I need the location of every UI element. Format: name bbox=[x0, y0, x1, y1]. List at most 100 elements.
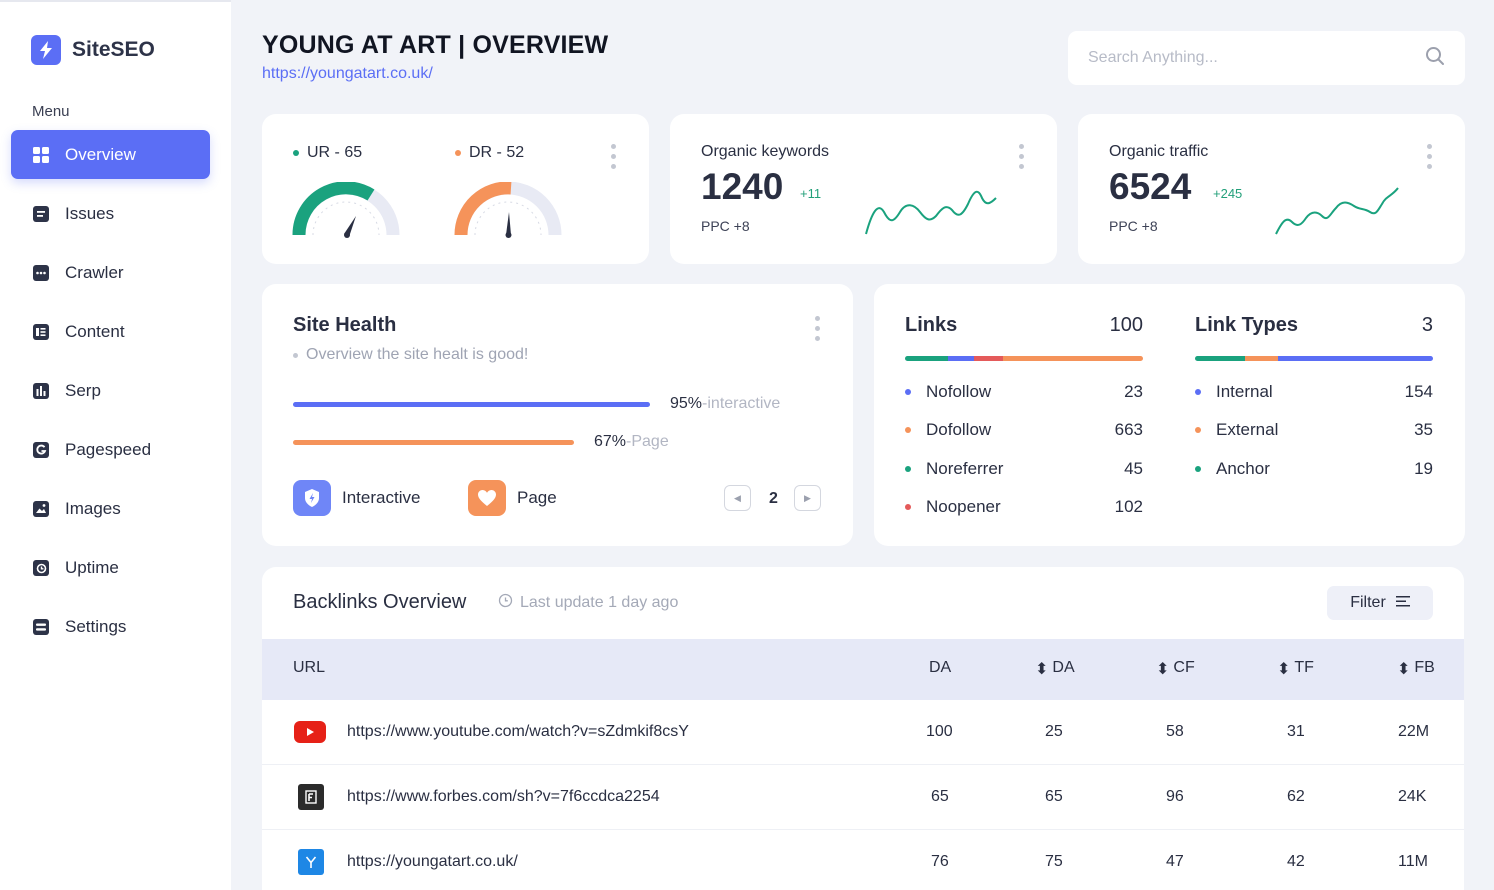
menu-label: Menu bbox=[32, 103, 70, 120]
organic-traffic-title: Organic traffic bbox=[1109, 143, 1209, 160]
cell-cf: 96 bbox=[1166, 788, 1184, 805]
bar-chart-icon bbox=[32, 382, 49, 399]
column-header-cf-sort[interactable]: ⬍ CF bbox=[1156, 659, 1195, 679]
content-icon bbox=[32, 323, 49, 340]
legend-dot bbox=[1195, 466, 1201, 472]
sidebar-item-pagespeed[interactable]: Pagespeed bbox=[11, 425, 210, 474]
cell-fb: 24K bbox=[1398, 788, 1427, 805]
more-options-icon[interactable] bbox=[1019, 144, 1025, 169]
youtube-icon bbox=[294, 721, 326, 743]
heart-icon bbox=[468, 480, 506, 516]
legend-dot bbox=[905, 389, 911, 395]
next-page-button[interactable]: ▶ bbox=[794, 485, 821, 511]
sort-icon: ⬍ bbox=[1397, 661, 1411, 678]
column-header-da[interactable]: DA bbox=[929, 659, 952, 676]
shield-icon bbox=[293, 480, 331, 516]
organic-traffic-delta: +245 bbox=[1213, 186, 1243, 201]
table-row[interactable]: https://www.forbes.com/sh?v=7f6ccdca2254… bbox=[262, 765, 1464, 830]
dr-label: DR - 52 bbox=[455, 144, 524, 162]
previous-page-button[interactable]: ◀ bbox=[724, 485, 751, 511]
filter-button[interactable]: Filter bbox=[1327, 586, 1433, 620]
search-icon[interactable] bbox=[1425, 46, 1445, 71]
current-page-number: 2 bbox=[769, 490, 778, 507]
link-types-title: Link Types bbox=[1195, 314, 1298, 336]
search-input[interactable] bbox=[1088, 49, 1388, 67]
site-url-link[interactable]: https://youngatart.co.uk/ bbox=[262, 65, 433, 82]
last-update-text: Last update 1 day ago bbox=[520, 594, 679, 611]
ur-gauge bbox=[292, 182, 400, 238]
column-header-label: DA bbox=[1052, 659, 1075, 676]
interactive-percent: 95% bbox=[670, 395, 703, 412]
cell-fb: 22M bbox=[1398, 723, 1430, 740]
interactive-label: -interactive bbox=[702, 395, 781, 412]
sort-icon: ⬍ bbox=[1035, 661, 1049, 678]
site-health-subtitle-text: Overview the site healt is good! bbox=[306, 346, 529, 363]
sidebar: SiteSEO Menu Overview Issues Crawler Con… bbox=[0, 0, 231, 890]
sidebar-item-settings[interactable]: Settings bbox=[11, 602, 210, 651]
cell-da2: 25 bbox=[1045, 723, 1063, 740]
column-header-tf-sort[interactable]: ⬍ TF bbox=[1277, 659, 1314, 679]
table-row[interactable]: https://www.youtube.com/watch?v=sZdmkif8… bbox=[262, 700, 1464, 765]
column-header-url[interactable]: URL bbox=[293, 659, 326, 676]
cell-tf: 31 bbox=[1287, 723, 1305, 740]
search-box[interactable] bbox=[1068, 31, 1465, 85]
sidebar-item-images[interactable]: Images bbox=[11, 484, 210, 533]
forbes-icon bbox=[298, 784, 324, 810]
organic-keywords-delta: +11 bbox=[800, 186, 822, 201]
sidebar-item-serp[interactable]: Serp bbox=[11, 366, 210, 415]
backlinks-title: Backlinks Overview bbox=[293, 591, 467, 613]
links-row-noreferrer: Noreferrer 45 bbox=[905, 459, 1143, 479]
links-row-value: 663 bbox=[1114, 420, 1143, 439]
legend-interactive-label: Interactive bbox=[342, 488, 421, 507]
column-header-da-sort[interactable]: ⬍ DA bbox=[1035, 659, 1075, 679]
links-row-label: Noreferrer bbox=[926, 459, 1004, 478]
last-update: Last update 1 day ago bbox=[498, 593, 678, 613]
links-row-value: 45 bbox=[1124, 459, 1143, 478]
link-types-row-value: 154 bbox=[1404, 382, 1433, 401]
clock-icon bbox=[498, 593, 513, 613]
link-types-row-anchor: Anchor 19 bbox=[1195, 459, 1433, 479]
links-row-label: Nofollow bbox=[926, 382, 992, 401]
bullet-dot bbox=[293, 352, 298, 358]
links-row-label: Noopener bbox=[926, 497, 1001, 516]
site-health-title: Site Health bbox=[293, 314, 397, 336]
cell-da: 76 bbox=[931, 853, 949, 870]
more-options-icon[interactable] bbox=[1427, 144, 1433, 169]
organic-traffic-card: Organic traffic 6524 +245 PPC +8 bbox=[1078, 114, 1465, 264]
link-types-row-value: 35 bbox=[1414, 420, 1433, 439]
table-row[interactable]: https://youngatart.co.uk/ 76 75 47 42 11… bbox=[262, 830, 1464, 890]
sidebar-item-label: Content bbox=[65, 321, 125, 341]
sidebar-item-crawler[interactable]: Crawler bbox=[11, 248, 210, 297]
sidebar-item-issues[interactable]: Issues bbox=[11, 189, 210, 238]
link-types-row-value: 19 bbox=[1414, 459, 1433, 478]
segment-external bbox=[1244, 356, 1279, 361]
backlink-url[interactable]: https://www.youtube.com/watch?v=sZdmkif8… bbox=[347, 723, 689, 740]
legend-page-label: Page bbox=[517, 488, 557, 507]
traffic-sparkline bbox=[1275, 187, 1399, 235]
organic-traffic-value: 6524 bbox=[1109, 166, 1192, 207]
filter-lines-icon bbox=[1395, 594, 1410, 612]
sidebar-item-overview[interactable]: Overview bbox=[11, 130, 210, 179]
links-row-label: Dofollow bbox=[926, 420, 992, 439]
site-health-card: Site Health Overview the site healt is g… bbox=[262, 284, 853, 546]
cell-cf: 58 bbox=[1166, 723, 1184, 740]
legend-interactive: Interactive bbox=[293, 480, 420, 516]
organic-keywords-card: Organic keywords 1240 +11 PPC +8 bbox=[670, 114, 1057, 264]
legend-page: Page bbox=[468, 480, 557, 516]
ur-label-text: UR - 65 bbox=[307, 144, 363, 161]
column-header-label: TF bbox=[1294, 659, 1314, 676]
app-logo[interactable]: SiteSEO bbox=[31, 35, 155, 65]
sidebar-item-content[interactable]: Content bbox=[11, 307, 210, 356]
organic-keywords-title: Organic keywords bbox=[701, 143, 830, 160]
clock-icon bbox=[32, 559, 49, 576]
link-types-distribution-bar bbox=[1195, 356, 1433, 361]
more-options-icon[interactable] bbox=[611, 144, 617, 169]
more-options-icon[interactable] bbox=[815, 316, 821, 341]
backlink-url[interactable]: https://www.forbes.com/sh?v=7f6ccdca2254 bbox=[347, 788, 660, 805]
column-header-fb-sort[interactable]: ⬍ FB bbox=[1397, 659, 1435, 679]
sidebar-item-uptime[interactable]: Uptime bbox=[11, 543, 210, 592]
backlink-url[interactable]: https://youngatart.co.uk/ bbox=[347, 853, 518, 870]
links-row-nofollow: Nofollow 23 bbox=[905, 382, 1143, 402]
document-icon bbox=[32, 205, 49, 222]
page-title: YOUNG AT ART | OVERVIEW bbox=[262, 31, 609, 59]
